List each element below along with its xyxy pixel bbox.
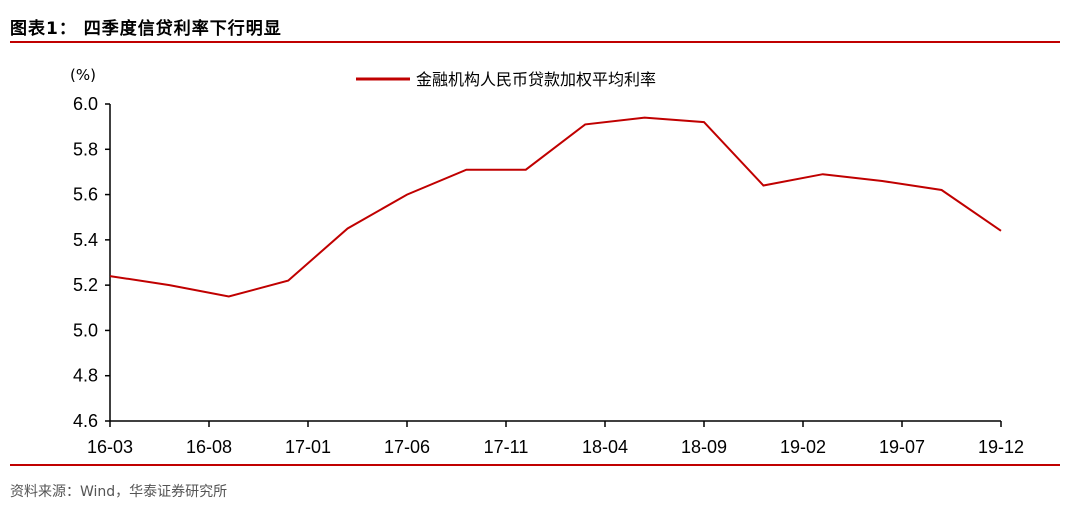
y-tick-label: 5.4: [73, 230, 98, 250]
y-tick-label: 5.0: [73, 320, 98, 340]
y-tick-label: 6.0: [73, 94, 98, 114]
legend-label: 金融机构人民币贷款加权平均利率: [416, 70, 656, 89]
legend: 金融机构人民币贷款加权平均利率: [356, 70, 656, 89]
y-tick-label: 5.8: [73, 139, 98, 159]
x-tick-label: 17-06: [384, 437, 430, 457]
x-tick-label: 18-04: [582, 437, 628, 457]
y-axis-ticks: 6.0 5.8 5.6 5.4 5.2 5.0 4.8 4.6: [73, 94, 110, 431]
y-tick-label: 5.6: [73, 185, 98, 205]
x-tick-label: 16-08: [186, 437, 232, 457]
x-tick-label: 19-12: [978, 437, 1024, 457]
chart-title: 图表1： 四季度信贷利率下行明显: [10, 19, 282, 39]
y-tick-label: 5.2: [73, 275, 98, 295]
footer-divider: [10, 464, 1060, 466]
y-tick-label: 4.6: [73, 411, 98, 431]
x-tick-label: 16-03: [87, 437, 133, 457]
series-line: [109, 116, 1002, 298]
x-tick-label: 17-11: [484, 437, 529, 457]
source-note: 资料来源：Wind，华泰证券研究所: [10, 484, 228, 500]
y-axis-unit: (%): [70, 66, 96, 84]
line-chart: 金融机构人民币贷款加权平均利率 (%) 6.0 5.8 5.6 5.4 5.2 5.0 4.…: [70, 66, 1024, 457]
x-tick-label: 19-07: [879, 437, 925, 457]
axes: [109, 104, 1001, 422]
y-tick-label: 4.8: [73, 366, 98, 386]
data-points: [109, 117, 1002, 297]
header-divider: [10, 41, 1060, 43]
x-tick-label: 17-01: [285, 437, 331, 457]
x-axis-ticks: 16-03 16-08 17-01 17-06 17-11 18-04 18-09 19-02…: [87, 421, 1024, 457]
x-tick-label: 19-02: [780, 437, 826, 457]
x-tick-label: 18-09: [681, 437, 727, 457]
